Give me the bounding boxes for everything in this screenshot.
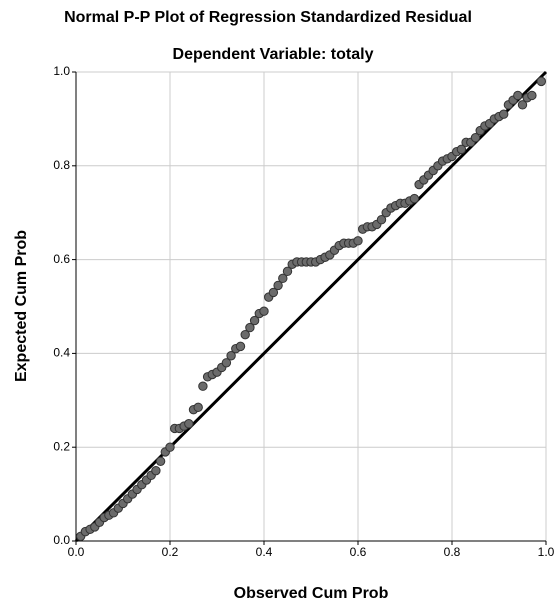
- chart-title: Normal P-P Plot of Regression Standardiz…: [64, 9, 472, 26]
- point: [185, 420, 193, 428]
- point: [199, 382, 207, 390]
- point: [260, 307, 268, 315]
- y-tick-label: 0.4: [53, 346, 70, 360]
- point: [152, 466, 160, 474]
- y-tick-label: 0.6: [53, 252, 70, 266]
- x-tick-label: 0.4: [256, 545, 273, 559]
- y-tick-label: 0.8: [53, 158, 70, 172]
- x-tick-label: 0.6: [350, 545, 367, 559]
- x-tick-label: 0.8: [444, 545, 461, 559]
- point: [528, 91, 536, 99]
- point: [514, 91, 522, 99]
- x-tick-label: 1.0: [538, 545, 555, 559]
- point: [156, 457, 164, 465]
- x-axis-title: Observed Cum Prob: [234, 585, 389, 602]
- y-tick-label: 0.2: [53, 439, 70, 453]
- point: [537, 77, 545, 85]
- chart: Normal P-P Plot of Regression Standardiz…: [0, 0, 555, 607]
- point: [166, 443, 174, 451]
- x-tick-label: 0.2: [162, 545, 179, 559]
- chart-subtitle: Dependent Variable: totaly: [173, 46, 374, 63]
- y-axis-title: Expected Cum Prob: [13, 230, 30, 382]
- point: [194, 403, 202, 411]
- point: [354, 237, 362, 245]
- y-tick-label: 1.0: [53, 64, 70, 78]
- point: [410, 194, 418, 202]
- point: [236, 342, 244, 350]
- point: [500, 110, 508, 118]
- x-tick-label: 0.0: [68, 545, 85, 559]
